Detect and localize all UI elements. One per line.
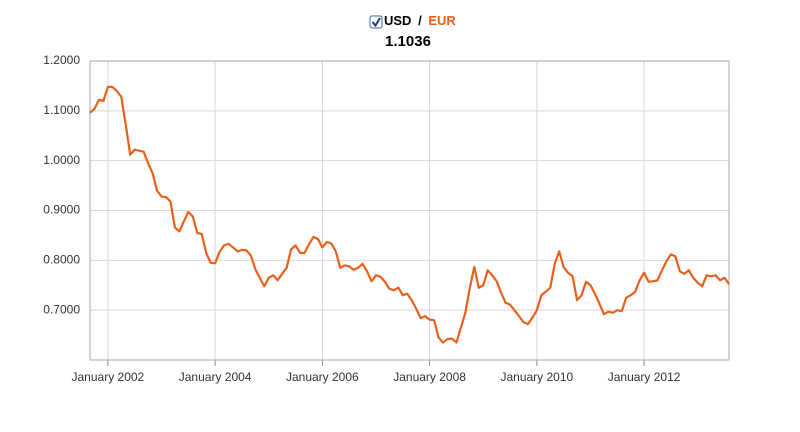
x-tick-label: January 2002 xyxy=(72,370,145,384)
y-tick-label: 0.7000 xyxy=(43,302,80,316)
current-value: 1.1036 xyxy=(385,33,431,50)
x-tick-label: January 2008 xyxy=(393,370,466,384)
title-quote: EUR xyxy=(428,13,456,28)
y-tick-label: 1.2000 xyxy=(43,53,80,67)
plot-border xyxy=(89,60,730,361)
x-tick-label: January 2006 xyxy=(286,370,359,384)
x-tick-label: January 2010 xyxy=(500,370,573,384)
y-tick-label: 1.1000 xyxy=(43,103,80,117)
title-separator: / xyxy=(418,13,422,28)
line xyxy=(89,85,730,344)
checkmark xyxy=(371,17,381,28)
header: USD / EUR 1.1036 xyxy=(369,13,456,50)
x-tick-label: January 2004 xyxy=(179,370,252,384)
y-tick-label: 0.9000 xyxy=(43,203,80,217)
y-tick-label: 0.8000 xyxy=(43,253,80,267)
title: USD / EUR xyxy=(384,13,456,28)
title-base: USD xyxy=(384,13,411,28)
y-tick-label: 1.0000 xyxy=(43,153,80,167)
x-tick-label: January 2012 xyxy=(608,370,681,384)
